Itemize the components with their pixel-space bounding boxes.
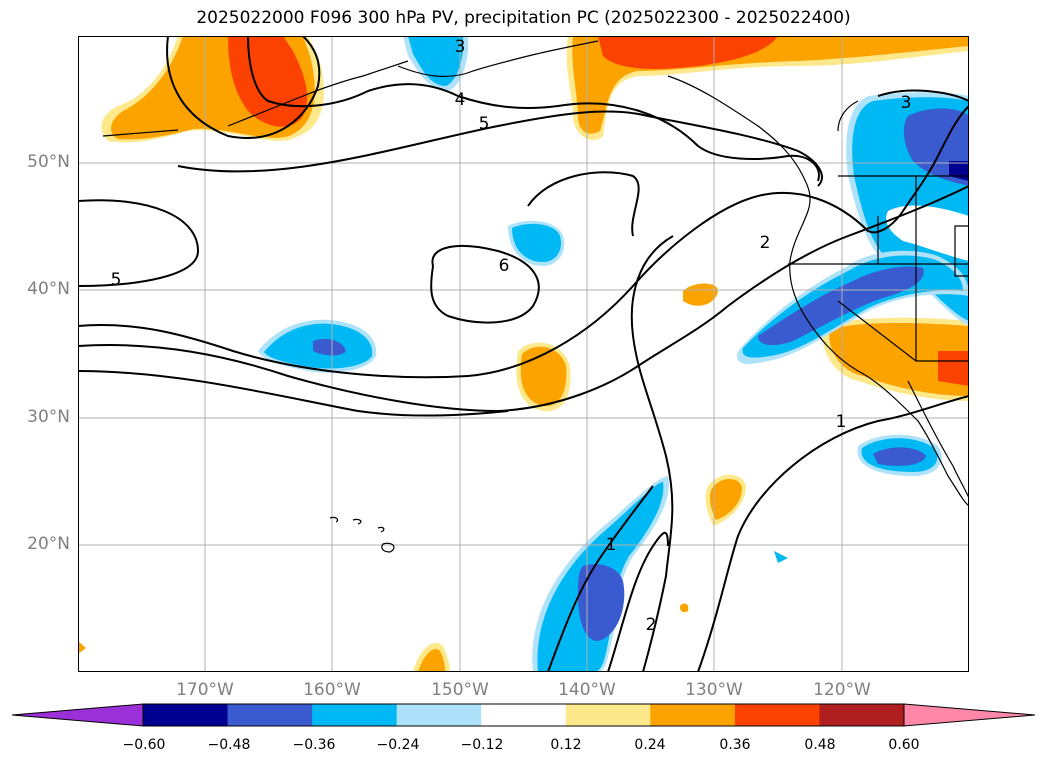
- contour-label: 3: [455, 37, 466, 57]
- map-canvas: 5 4 3 5 6 3 2 1 1 2: [78, 36, 969, 672]
- colorbar-extend-low: [11, 703, 144, 727]
- contour-label: 2: [760, 233, 771, 253]
- map-frame: [78, 36, 969, 672]
- colorbar-tick: −0.36: [292, 737, 336, 753]
- colorbar-segment: [481, 704, 567, 726]
- colorbar-extend-high: [903, 703, 1036, 727]
- contour-label: 5: [479, 114, 490, 134]
- colorbar-segment: [650, 704, 736, 726]
- contour-label: 1: [606, 535, 617, 555]
- contour-label: 6: [499, 256, 510, 276]
- lon-label: 170°W: [176, 680, 234, 700]
- lat-label: 30°N: [27, 407, 70, 427]
- colorbar-segment: [396, 704, 482, 726]
- lon-label: 160°W: [303, 680, 361, 700]
- map-panel: 5 4 3 5 6 3 2 1 1 2: [78, 36, 969, 672]
- graticule: [78, 36, 969, 672]
- contour-label: 1: [836, 412, 847, 432]
- lat-label: 40°N: [27, 279, 70, 299]
- colorbar-tick: 0.24: [634, 737, 666, 753]
- lon-label: 140°W: [558, 680, 616, 700]
- colorbar-segment: [819, 704, 905, 726]
- colorbar-tick: 0.12: [550, 737, 582, 753]
- colorbar-tick: −0.24: [376, 737, 420, 753]
- coastlines: [102, 40, 969, 553]
- colorbar: [11, 703, 1036, 727]
- colorbar-frame: [142, 703, 905, 727]
- colorbar-segment: [227, 704, 313, 726]
- contour-label: 2: [646, 615, 657, 635]
- colorbar-tick: −0.12: [460, 737, 504, 753]
- colorbar-tick: 0.48: [804, 737, 836, 753]
- colorbar-segment: [312, 704, 398, 726]
- lon-label: 150°W: [431, 680, 489, 700]
- contour-labels: 5 4 3 5 6 3 2 1 1 2: [111, 37, 912, 635]
- lat-label: 20°N: [27, 534, 70, 554]
- colorbar-tick: 0.60: [888, 737, 920, 753]
- lon-label: 130°W: [685, 680, 743, 700]
- colorbar-segments: [11, 703, 1036, 727]
- pv-contours: [78, 36, 969, 672]
- colorbar-tick: 0.36: [719, 737, 751, 753]
- colorbar-segment: [143, 704, 229, 726]
- colorbar-tick: −0.48: [207, 737, 251, 753]
- lat-label: 50°N: [27, 152, 70, 172]
- colorbar-segment: [565, 704, 651, 726]
- contour-label: 5: [111, 270, 122, 290]
- colorbar-tick: −0.60: [122, 737, 166, 753]
- contour-label: 4: [455, 90, 466, 110]
- precip-positive-areas: [78, 36, 969, 672]
- colorbar-segment: [734, 704, 820, 726]
- contour-label: 3: [901, 93, 912, 113]
- chart-title: 2025022000 F096 300 hPa PV, precipitatio…: [196, 8, 851, 28]
- lon-label: 120°W: [813, 680, 871, 700]
